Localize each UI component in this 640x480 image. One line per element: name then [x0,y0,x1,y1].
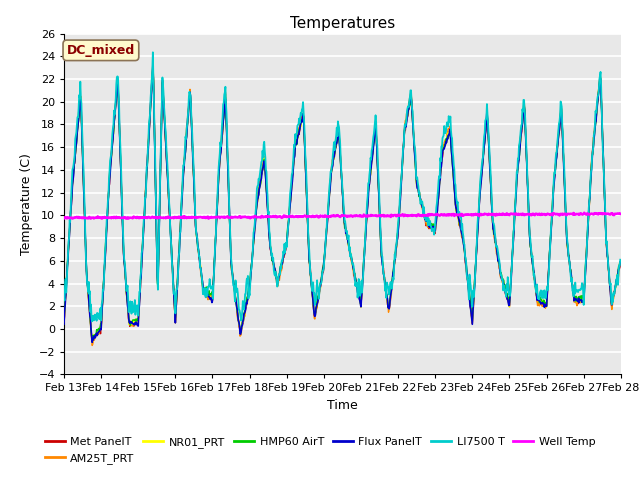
Well Temp [529,212,537,217]
Line: Met PanelT: Met PanelT [64,68,620,342]
AM25T_PRT [480,146,488,152]
Flux PanelT [517,134,525,140]
Well Temp [580,210,588,216]
Met PanelT [60,320,68,325]
Line: Well Temp: Well Temp [64,213,620,218]
AM25T_PRT [616,261,624,266]
HMP60 AirT [350,270,358,276]
LI7500 T [530,273,538,278]
Met PanelT [616,262,624,268]
LI7500 T [60,294,68,300]
Well Temp [616,211,624,216]
Line: AM25T_PRT: AM25T_PRT [64,64,620,346]
Met PanelT [530,269,538,275]
Met PanelT [149,65,157,71]
LI7500 T [84,283,92,289]
LI7500 T [350,270,358,276]
Line: LI7500 T: LI7500 T [64,52,620,321]
Line: NR01_PRT: NR01_PRT [64,68,620,342]
Flux PanelT [480,151,488,156]
Line: Flux PanelT: Flux PanelT [64,65,620,342]
Well Temp [60,216,68,221]
Well Temp [205,216,212,221]
NR01_PRT [60,318,68,324]
Met PanelT [480,151,488,156]
NR01_PRT [149,65,157,71]
Flux PanelT [84,283,92,289]
LI7500 T [616,257,624,263]
Met PanelT [84,282,92,288]
AM25T_PRT [88,343,96,348]
HMP60 AirT [517,133,525,139]
Met PanelT [214,186,222,192]
HMP60 AirT [60,314,68,320]
Legend: Met PanelT, AM25T_PRT, NR01_PRT, HMP60 AirT, Flux PanelT, LI7500 T, Well Temp: Met PanelT, AM25T_PRT, NR01_PRT, HMP60 A… [40,433,600,468]
Well Temp [84,215,92,221]
HMP60 AirT [616,259,624,265]
Met PanelT [517,135,525,141]
Text: DC_mixed: DC_mixed [67,44,135,57]
AM25T_PRT [530,272,538,277]
Line: HMP60 AirT: HMP60 AirT [64,66,620,339]
Flux PanelT [616,259,624,265]
Flux PanelT [149,62,157,68]
LI7500 T [214,176,222,182]
NR01_PRT [517,138,525,144]
HMP60 AirT [84,285,92,291]
NR01_PRT [84,281,92,287]
NR01_PRT [350,269,358,275]
Well Temp [350,213,358,219]
HMP60 AirT [480,150,488,156]
AM25T_PRT [84,283,92,288]
AM25T_PRT [214,182,222,188]
AM25T_PRT [60,319,68,324]
Y-axis label: Temperature (C): Temperature (C) [20,153,33,255]
Flux PanelT [60,321,68,327]
AM25T_PRT [149,61,157,67]
Title: Temperatures: Temperatures [290,16,395,31]
NR01_PRT [480,150,488,156]
Flux PanelT [350,268,358,274]
HMP60 AirT [530,268,538,274]
Flux PanelT [214,186,222,192]
HMP60 AirT [149,63,157,69]
X-axis label: Time: Time [327,399,358,412]
Met PanelT [350,270,358,276]
NR01_PRT [530,268,538,274]
LI7500 T [88,318,96,324]
LI7500 T [480,141,488,147]
Flux PanelT [88,339,96,345]
LI7500 T [149,49,157,55]
NR01_PRT [89,339,97,345]
Well Temp [214,214,221,220]
HMP60 AirT [88,336,96,342]
AM25T_PRT [517,132,525,137]
Well Temp [479,212,487,217]
AM25T_PRT [350,272,358,278]
LI7500 T [517,128,525,133]
NR01_PRT [616,260,624,265]
NR01_PRT [214,186,222,192]
Well Temp [516,211,524,217]
Flux PanelT [530,267,538,273]
Met PanelT [89,339,97,345]
HMP60 AirT [214,184,222,190]
